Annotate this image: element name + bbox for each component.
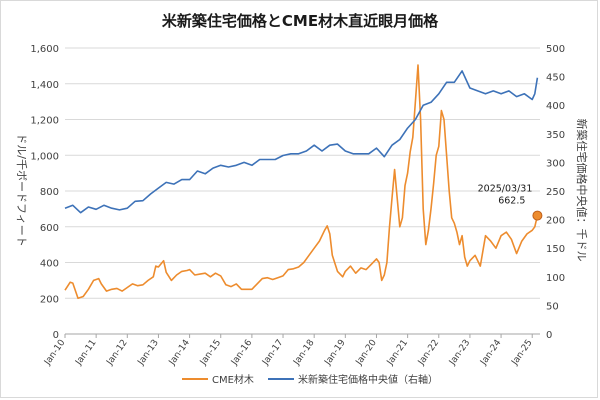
y2-tick-label: 450 bbox=[546, 73, 565, 84]
right-axis-ticks: 0 50 100 150 200 250 300 350 400 450 500 bbox=[546, 44, 565, 341]
y2-tick-label: 200 bbox=[546, 216, 565, 227]
y-tick-label: 1,600 bbox=[30, 44, 59, 55]
x-tick-label: Jan-20 bbox=[354, 338, 379, 368]
y2-tick-label: 0 bbox=[546, 330, 552, 341]
y2-tick-label: 50 bbox=[546, 301, 559, 312]
x-axis-ticks: Jan-10 Jan-11 Jan-12 Jan-13 Jan-14 Jan-15 Jan-… bbox=[42, 334, 535, 368]
left-axis-label: ドル/千ボードフィート bbox=[15, 133, 28, 247]
y-tick-label: 600 bbox=[40, 223, 59, 234]
x-tick-label: Jan-10 bbox=[42, 338, 67, 368]
annotation-marker bbox=[532, 210, 543, 221]
y-tick-label: 400 bbox=[40, 259, 59, 270]
y-tick-label: 1,000 bbox=[30, 151, 59, 162]
y2-tick-label: 500 bbox=[546, 44, 565, 55]
x-tick-label: Jan-13 bbox=[136, 338, 161, 368]
grid bbox=[65, 47, 540, 335]
y-tick-label: 1,400 bbox=[30, 80, 59, 91]
x-tick-label: Jan-24 bbox=[478, 338, 503, 368]
x-tick-label: Jan-11 bbox=[73, 338, 98, 368]
y-tick-label: 1,200 bbox=[30, 116, 59, 127]
series-line-lumber bbox=[64, 64, 539, 300]
x-tick-label: Jan-22 bbox=[416, 338, 441, 368]
annotation-value: 662.5 bbox=[498, 196, 525, 207]
y2-tick-label: 250 bbox=[546, 187, 565, 198]
x-tick-label: Jan-23 bbox=[447, 338, 472, 368]
y-tick-label: 200 bbox=[40, 294, 59, 305]
series-line-house-price bbox=[64, 70, 539, 214]
annotation-date: 2025/03/31 bbox=[478, 184, 533, 195]
y-tick-label: 0 bbox=[53, 330, 59, 341]
chart-title: 米新築住宅価格とCME材木直近眼月価格 bbox=[161, 12, 439, 30]
legend: CME材木 米新築住宅価格中央値（右軸） bbox=[182, 373, 438, 386]
x-tick-label: Jan-14 bbox=[167, 338, 192, 368]
x-tick-label: Jan-17 bbox=[260, 338, 285, 368]
y2-tick-label: 400 bbox=[546, 101, 565, 112]
x-tick-label: Jan-16 bbox=[229, 338, 254, 368]
y2-tick-label: 100 bbox=[546, 273, 565, 284]
series-lines bbox=[64, 64, 539, 300]
x-tick-label: Jan-12 bbox=[105, 338, 130, 368]
legend-label-house-price: 米新築住宅価格中央値（右軸） bbox=[298, 373, 438, 386]
x-tick-label: Jan-25 bbox=[510, 338, 535, 368]
left-axis-ticks: 0 200 400 600 800 1,000 1,200 1,400 1,600 bbox=[30, 44, 59, 341]
x-tick-label: Jan-21 bbox=[385, 338, 410, 368]
legend-label-lumber: CME材木 bbox=[212, 373, 254, 386]
x-tick-label: Jan-18 bbox=[291, 338, 316, 368]
y2-tick-label: 150 bbox=[546, 244, 565, 255]
y-tick-label: 800 bbox=[40, 187, 59, 198]
y2-tick-label: 300 bbox=[546, 158, 565, 169]
right-axis-label: 新築住宅価格中央値：千ドル bbox=[575, 119, 589, 262]
x-tick-label: Jan-19 bbox=[323, 338, 348, 368]
y2-tick-label: 350 bbox=[546, 130, 565, 141]
x-tick-label: Jan-15 bbox=[198, 338, 223, 368]
